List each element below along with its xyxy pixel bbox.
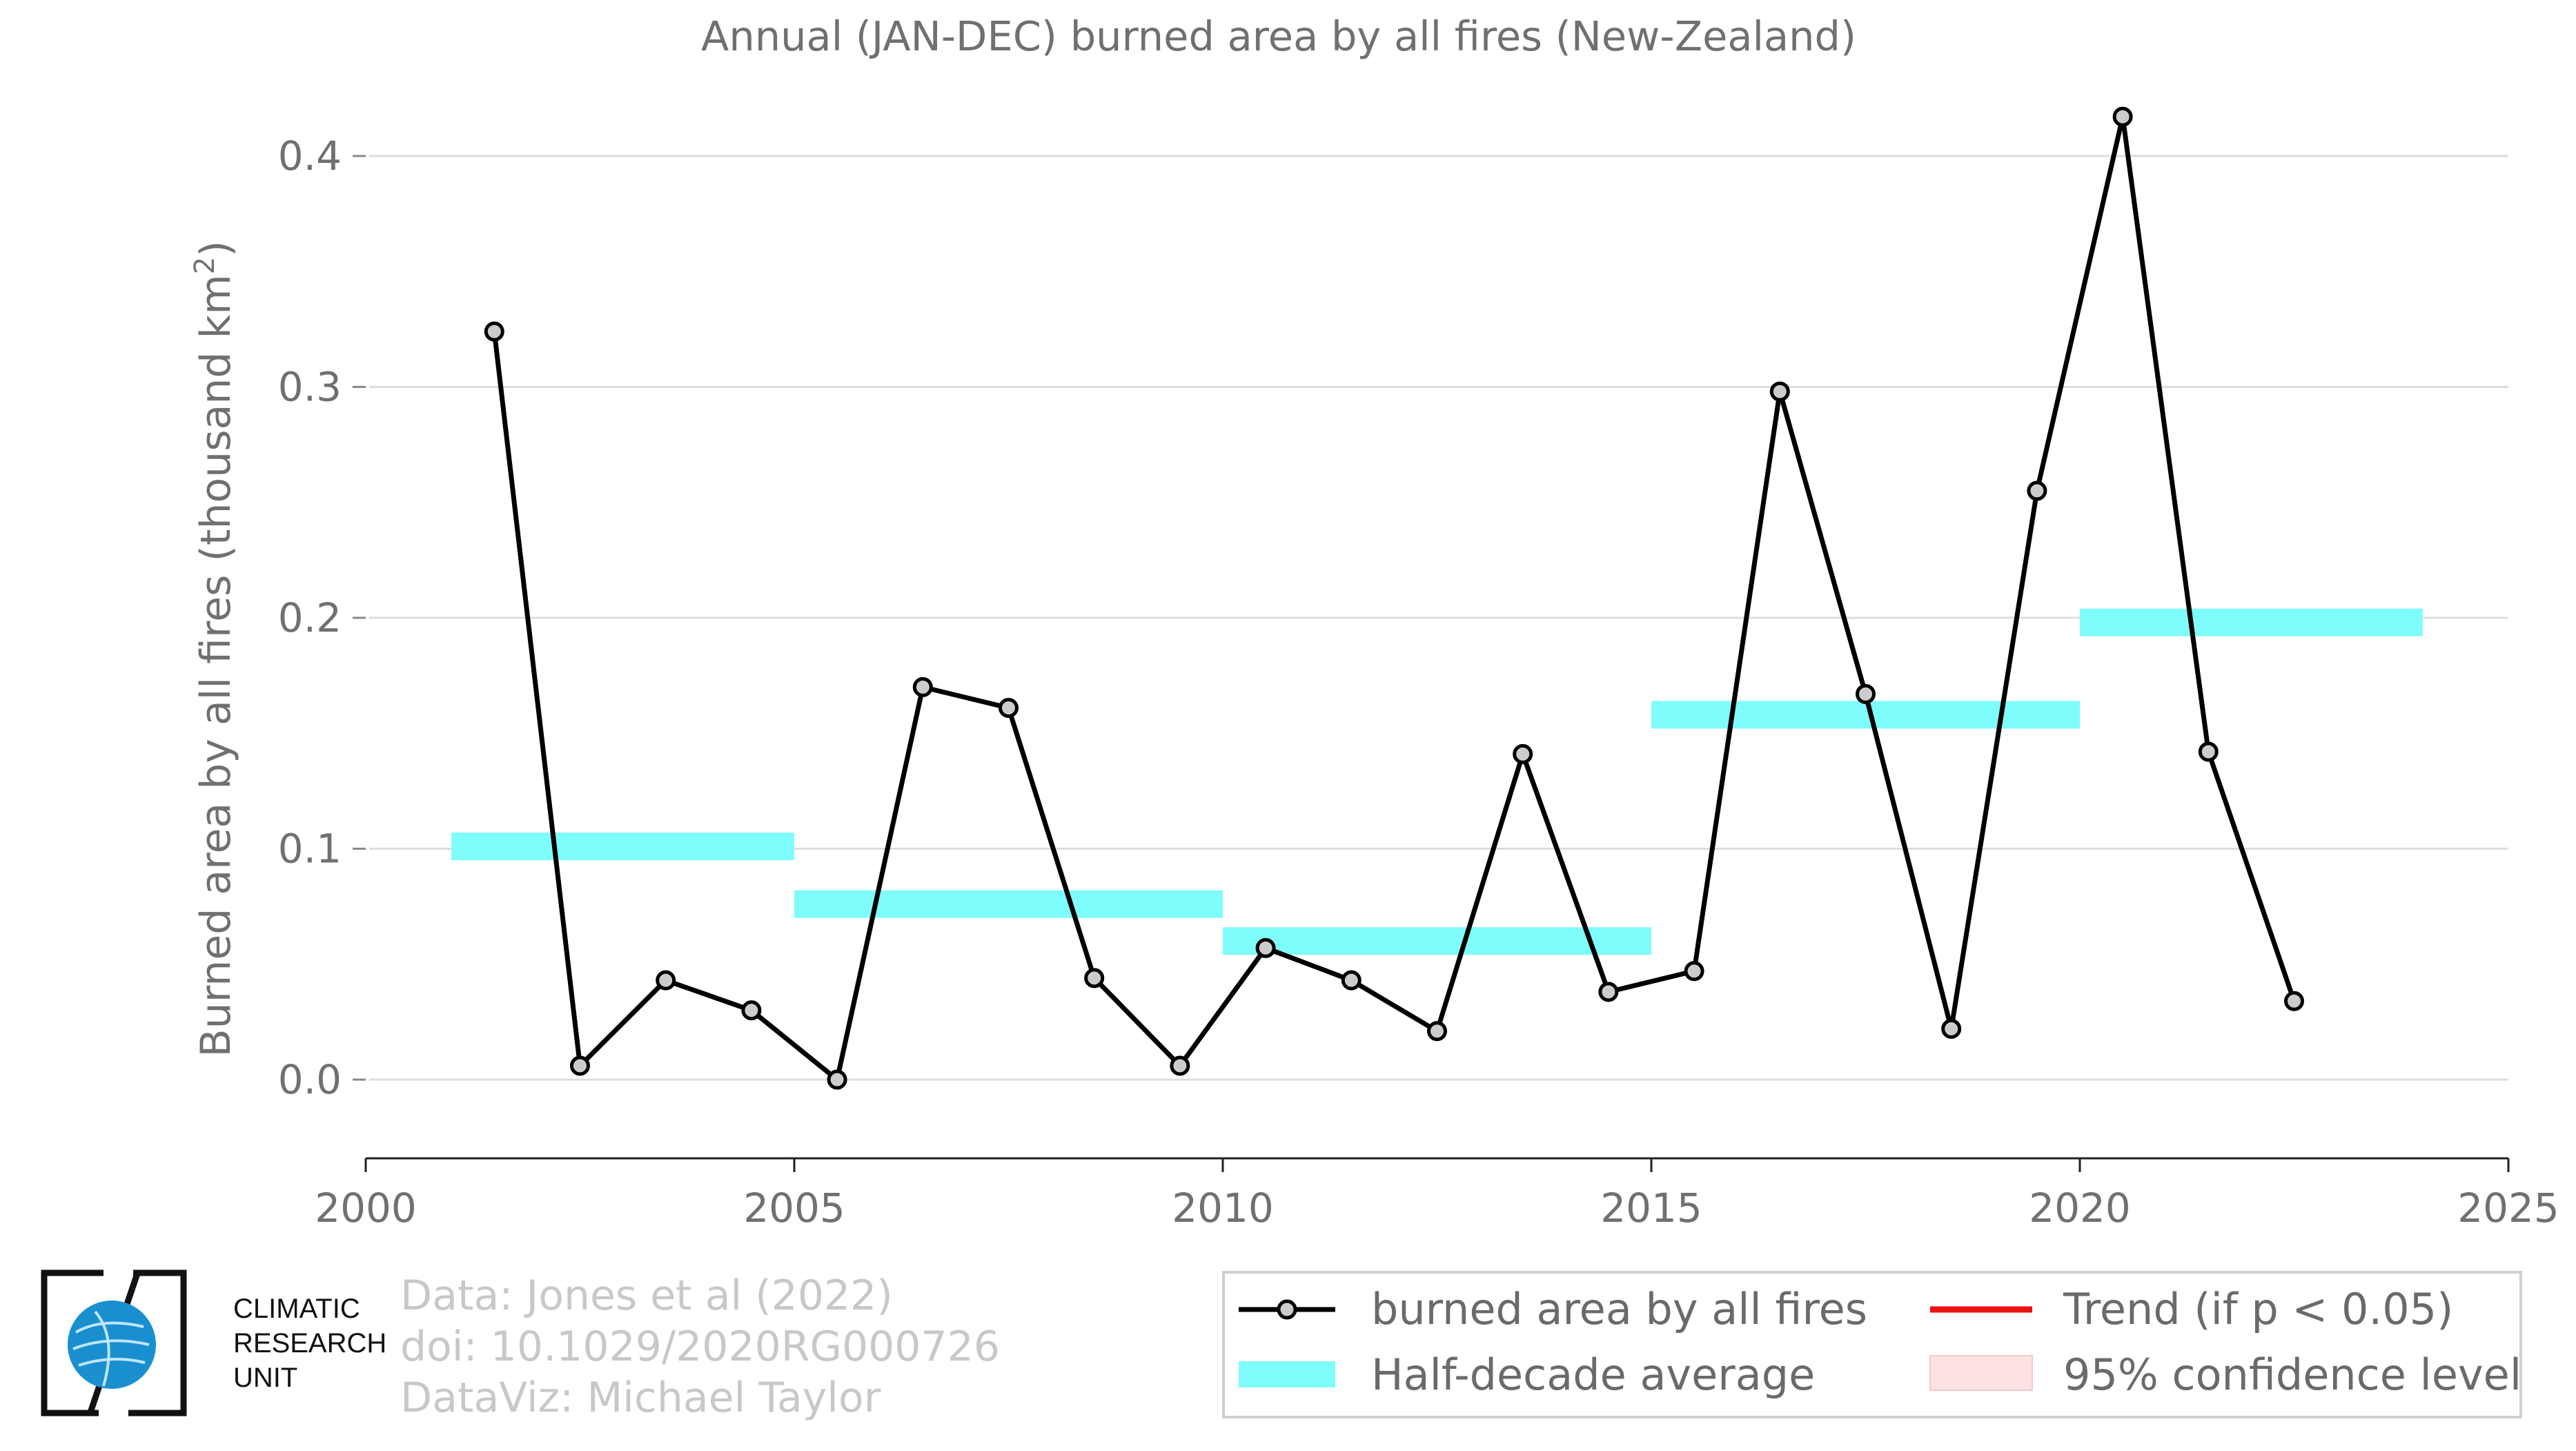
- data-point: [912, 676, 933, 697]
- data-point: [1856, 683, 1876, 704]
- x-tick-label: 2005: [743, 1185, 845, 1231]
- logo-text-line1: CLIMATIC: [233, 1294, 360, 1324]
- cru-logo: CLIMATIC RESEARCH UNIT: [40, 1269, 386, 1417]
- y-tick-label: 0.3: [278, 364, 342, 411]
- globe-icon: [68, 1301, 156, 1389]
- legend-frame: [1222, 1271, 2522, 1419]
- legend: burned area by all fires Trend (if p < 0…: [1222, 1271, 2522, 1419]
- cru-logo-mark: [41, 1269, 187, 1416]
- data-point: [1769, 381, 1790, 402]
- data-point: [570, 1055, 590, 1076]
- legend-marker-symbol: [1277, 1299, 1297, 1320]
- logo-text-line3: UNIT: [233, 1363, 298, 1393]
- data-point: [2284, 991, 2304, 1011]
- half-decade-average-bar: [451, 832, 794, 861]
- x-tick-label: 2025: [2457, 1185, 2559, 1231]
- half-decade-average-bar: [1651, 701, 2080, 729]
- data-point: [656, 970, 676, 991]
- legend-band-symbol: [1239, 1361, 1335, 1387]
- x-tick-label: 2015: [1600, 1185, 1702, 1231]
- x-axis: 2000 2005 2010 2015 2020 2025: [315, 1157, 2559, 1231]
- data-point: [1598, 982, 1619, 1002]
- data-point: [1513, 743, 1533, 764]
- data-point: [1255, 937, 1276, 958]
- data-credits: Data: Jones et al (2022) doi: 10.1029/20…: [400, 1270, 1000, 1423]
- data-point: [1941, 1018, 1962, 1039]
- legend-label-series: burned area by all fires: [1371, 1284, 1867, 1334]
- x-tick-label: 2010: [1172, 1185, 1274, 1231]
- x-tick-label: 2020: [2029, 1185, 2131, 1231]
- cru-logo-text: CLIMATIC RESEARCH UNIT: [233, 1292, 386, 1395]
- y-axis-label: Burned area by all fires (thousand km2): [189, 241, 240, 1058]
- data-point: [827, 1069, 847, 1090]
- y-tick-labels: 0.0 0.1 0.2 0.3 0.4: [278, 133, 366, 1103]
- y-axis-label-superscript: 2: [189, 257, 221, 274]
- data-point: [741, 1000, 762, 1021]
- half-decade-average-bars: [451, 608, 2423, 955]
- y-axis-label-suffix: ): [192, 241, 240, 257]
- data-point: [1341, 970, 1361, 991]
- data-point: [2027, 480, 2047, 501]
- series-line: [491, 114, 2297, 1082]
- data-point: [2198, 741, 2219, 762]
- half-decade-average-bar: [1223, 927, 1651, 955]
- y-tick-label: 0.4: [278, 133, 342, 179]
- data-point: [1084, 968, 1105, 989]
- credit-dataviz: DataViz: Michael Taylor: [400, 1374, 881, 1422]
- legend-label-trend: Trend (if p < 0.05): [2063, 1284, 2453, 1334]
- data-point: [999, 697, 1019, 718]
- y-axis-label-main: Burned area by all fires (thousand km: [192, 274, 240, 1057]
- half-decade-average-bar: [2080, 608, 2423, 636]
- data-point: [1170, 1055, 1190, 1076]
- chart-title: Annual (JAN-DEC) burned area by all fire…: [701, 12, 1856, 60]
- half-decade-average-bar: [794, 890, 1223, 918]
- series-burned-area: [484, 106, 2304, 1090]
- data-point: [1427, 1021, 1447, 1042]
- legend-label-average: Half-decade average: [1371, 1350, 1815, 1400]
- y-tick-label: 0.2: [278, 594, 342, 641]
- x-tick-label: 2000: [315, 1185, 417, 1231]
- logo-text-line2: RESEARCH: [233, 1328, 387, 1359]
- legend-confidence-symbol: [1929, 1355, 2033, 1391]
- data-point: [1684, 961, 1704, 982]
- data-point: [2112, 106, 2133, 127]
- y-tick-label: 0.1: [278, 826, 342, 873]
- credit-data-source: Data: Jones et al (2022): [400, 1272, 893, 1320]
- legend-label-confidence: 95% confidence level: [2063, 1350, 2521, 1400]
- y-tick-label: 0.0: [278, 1056, 342, 1103]
- credit-doi: doi: 10.1029/2020RG000726: [400, 1323, 1001, 1371]
- data-point: [484, 321, 504, 342]
